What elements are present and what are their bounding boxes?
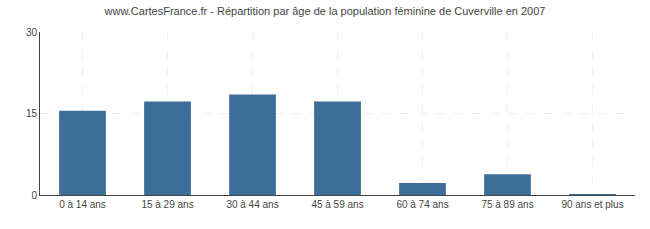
svg-text:0: 0 <box>31 190 37 201</box>
svg-text:30 à 44 ans: 30 à 44 ans <box>226 199 278 210</box>
svg-text:15 à 29 ans: 15 à 29 ans <box>141 199 193 210</box>
svg-text:90 ans et plus: 90 ans et plus <box>561 199 623 210</box>
svg-text:0 à 14 ans: 0 à 14 ans <box>59 199 106 210</box>
svg-text:75 à 89 ans: 75 à 89 ans <box>481 199 533 210</box>
svg-text:www.CartesFrance.fr - Répartit: www.CartesFrance.fr - Répartition par âg… <box>104 5 546 17</box>
svg-text:15: 15 <box>26 108 38 119</box>
svg-text:45 à 59 ans: 45 à 59 ans <box>311 199 363 210</box>
svg-text:60 à 74 ans: 60 à 74 ans <box>396 199 448 210</box>
svg-text:30: 30 <box>26 27 38 38</box>
